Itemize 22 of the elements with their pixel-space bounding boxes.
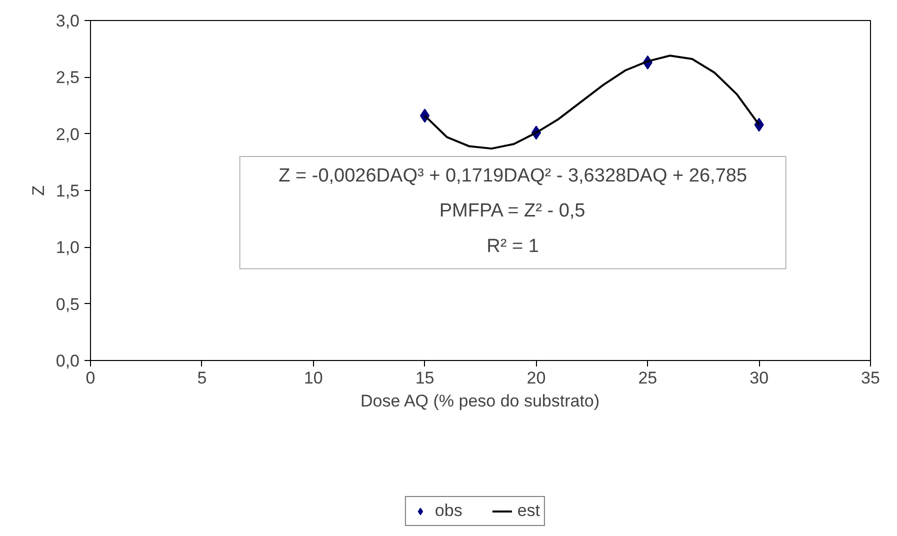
y-tick-label: 1,0 [56,238,80,258]
x-tick-label: 35 [861,368,880,388]
x-tick-label: 25 [638,368,658,388]
annotation: R² = 1 [486,236,539,257]
x-tick-label: 15 [415,368,434,388]
y-tick-label: 0,0 [56,352,80,370]
x-tick-label: 5 [197,368,207,388]
y-tick-label: 2,5 [56,68,80,88]
y-tick-label: 0,5 [56,294,80,314]
y-tick-label: 2,0 [56,124,80,144]
legend-label: obs [434,500,462,520]
x-tick-label: 20 [526,368,546,388]
legend-label: est [517,500,540,520]
annotation: PMFPA = Z² - 0,5 [439,200,586,222]
x-tick-label: 30 [750,368,769,388]
y-axis-title: Z [28,185,48,196]
y-tick-label: 1,5 [56,182,80,200]
x-axis-title: Dose AQ (% peso do substrato) [360,392,600,410]
annotation: Z = -0,0026DAQ³ + 0,1719DAQ² - 3,6328DAQ + 26,785 [278,166,748,187]
y-tick-label: 3,0 [56,12,80,30]
x-tick-label: 10 [304,368,323,388]
x-tick-label: 0 [86,368,96,388]
